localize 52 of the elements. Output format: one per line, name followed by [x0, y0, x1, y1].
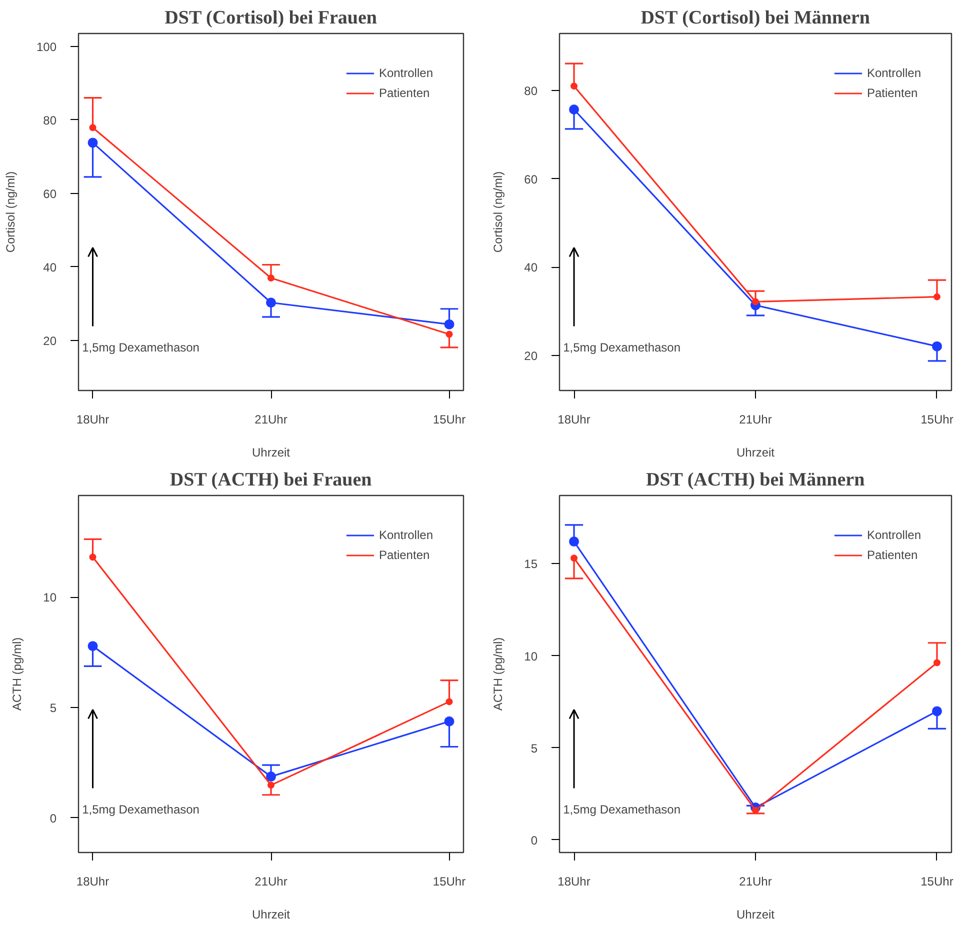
y-tick-label: 0	[50, 811, 57, 826]
legend-label: Patienten	[378, 86, 430, 100]
legend-label: Kontrollen	[866, 66, 921, 80]
annotation: 1,5mg Dexamethason	[82, 802, 200, 817]
chart-title: DST (Cortisol) bei Frauen	[164, 8, 378, 28]
legend-label: Kontrollen	[866, 528, 921, 542]
y-tick-label: 10	[43, 590, 57, 605]
x-axis-title: Uhrzeit	[736, 908, 776, 922]
annotation: 1,5mg Dexamethason	[82, 340, 200, 355]
x-axis-title: Uhrzeit	[252, 908, 291, 922]
x-tick-label: 21Uhr	[739, 412, 772, 426]
annotation: 1,5mg Dexamethason	[563, 802, 681, 817]
y-tick-label: 100	[36, 40, 57, 54]
y-tick-label: 40	[524, 260, 538, 275]
y-axis-title: Cortisol (ng/ml)	[3, 171, 18, 253]
x-tick-label: 21Uhr	[739, 874, 772, 888]
y-tick-label: 80	[524, 84, 538, 98]
x-tick-label: 21Uhr	[254, 412, 288, 426]
y-tick-label: 60	[524, 172, 538, 186]
y-tick-label: 40	[43, 260, 57, 274]
legend-label: Patienten	[866, 548, 918, 562]
x-axis-title: Uhrzeit	[252, 446, 291, 460]
y-tick-label: 5	[530, 741, 538, 756]
y-tick-label: 80	[43, 113, 57, 128]
y-tick-label: 15	[524, 557, 538, 572]
x-tick-label: 15Uhr	[920, 412, 954, 426]
x-axis-title: Uhrzeit	[736, 446, 776, 460]
legend-label: Patienten	[866, 86, 918, 100]
y-tick-label: 20	[524, 349, 538, 364]
y-tick-label: 60	[43, 186, 57, 201]
y-tick-label: 10	[524, 649, 538, 664]
y-tick-label: 5	[50, 700, 57, 715]
x-tick-label: 21Uhr	[254, 874, 288, 888]
x-tick-label: 18Uhr	[558, 874, 590, 888]
y-axis-title: Cortisol (ng/ml)	[491, 171, 506, 253]
x-tick-label: 18Uhr	[76, 412, 110, 426]
x-tick-label: 18Uhr	[558, 412, 590, 426]
x-tick-label: 18Uhr	[76, 874, 110, 888]
x-tick-label: 15Uhr	[920, 874, 954, 888]
legend-label: Kontrollen	[378, 528, 433, 542]
legend-label: Patienten	[378, 548, 430, 562]
chart-title: DST (Cortisol) bei Männern	[640, 8, 870, 28]
annotation: 1,5mg Dexamethason	[563, 340, 681, 355]
chart-title: DST (ACTH) bei Frauen	[170, 470, 372, 490]
chart-title: DST (ACTH) bei Männern	[646, 470, 866, 490]
y-tick-label: 20	[43, 334, 57, 348]
x-tick-label: 15Uhr	[432, 874, 466, 888]
y-tick-label: 0	[530, 833, 538, 848]
y-axis-title: ACTH (pg/ml)	[10, 637, 24, 711]
y-axis-title: ACTH (pg/ml)	[491, 637, 506, 711]
legend-label: Kontrollen	[378, 66, 433, 80]
x-tick-label: 15Uhr	[432, 412, 466, 426]
